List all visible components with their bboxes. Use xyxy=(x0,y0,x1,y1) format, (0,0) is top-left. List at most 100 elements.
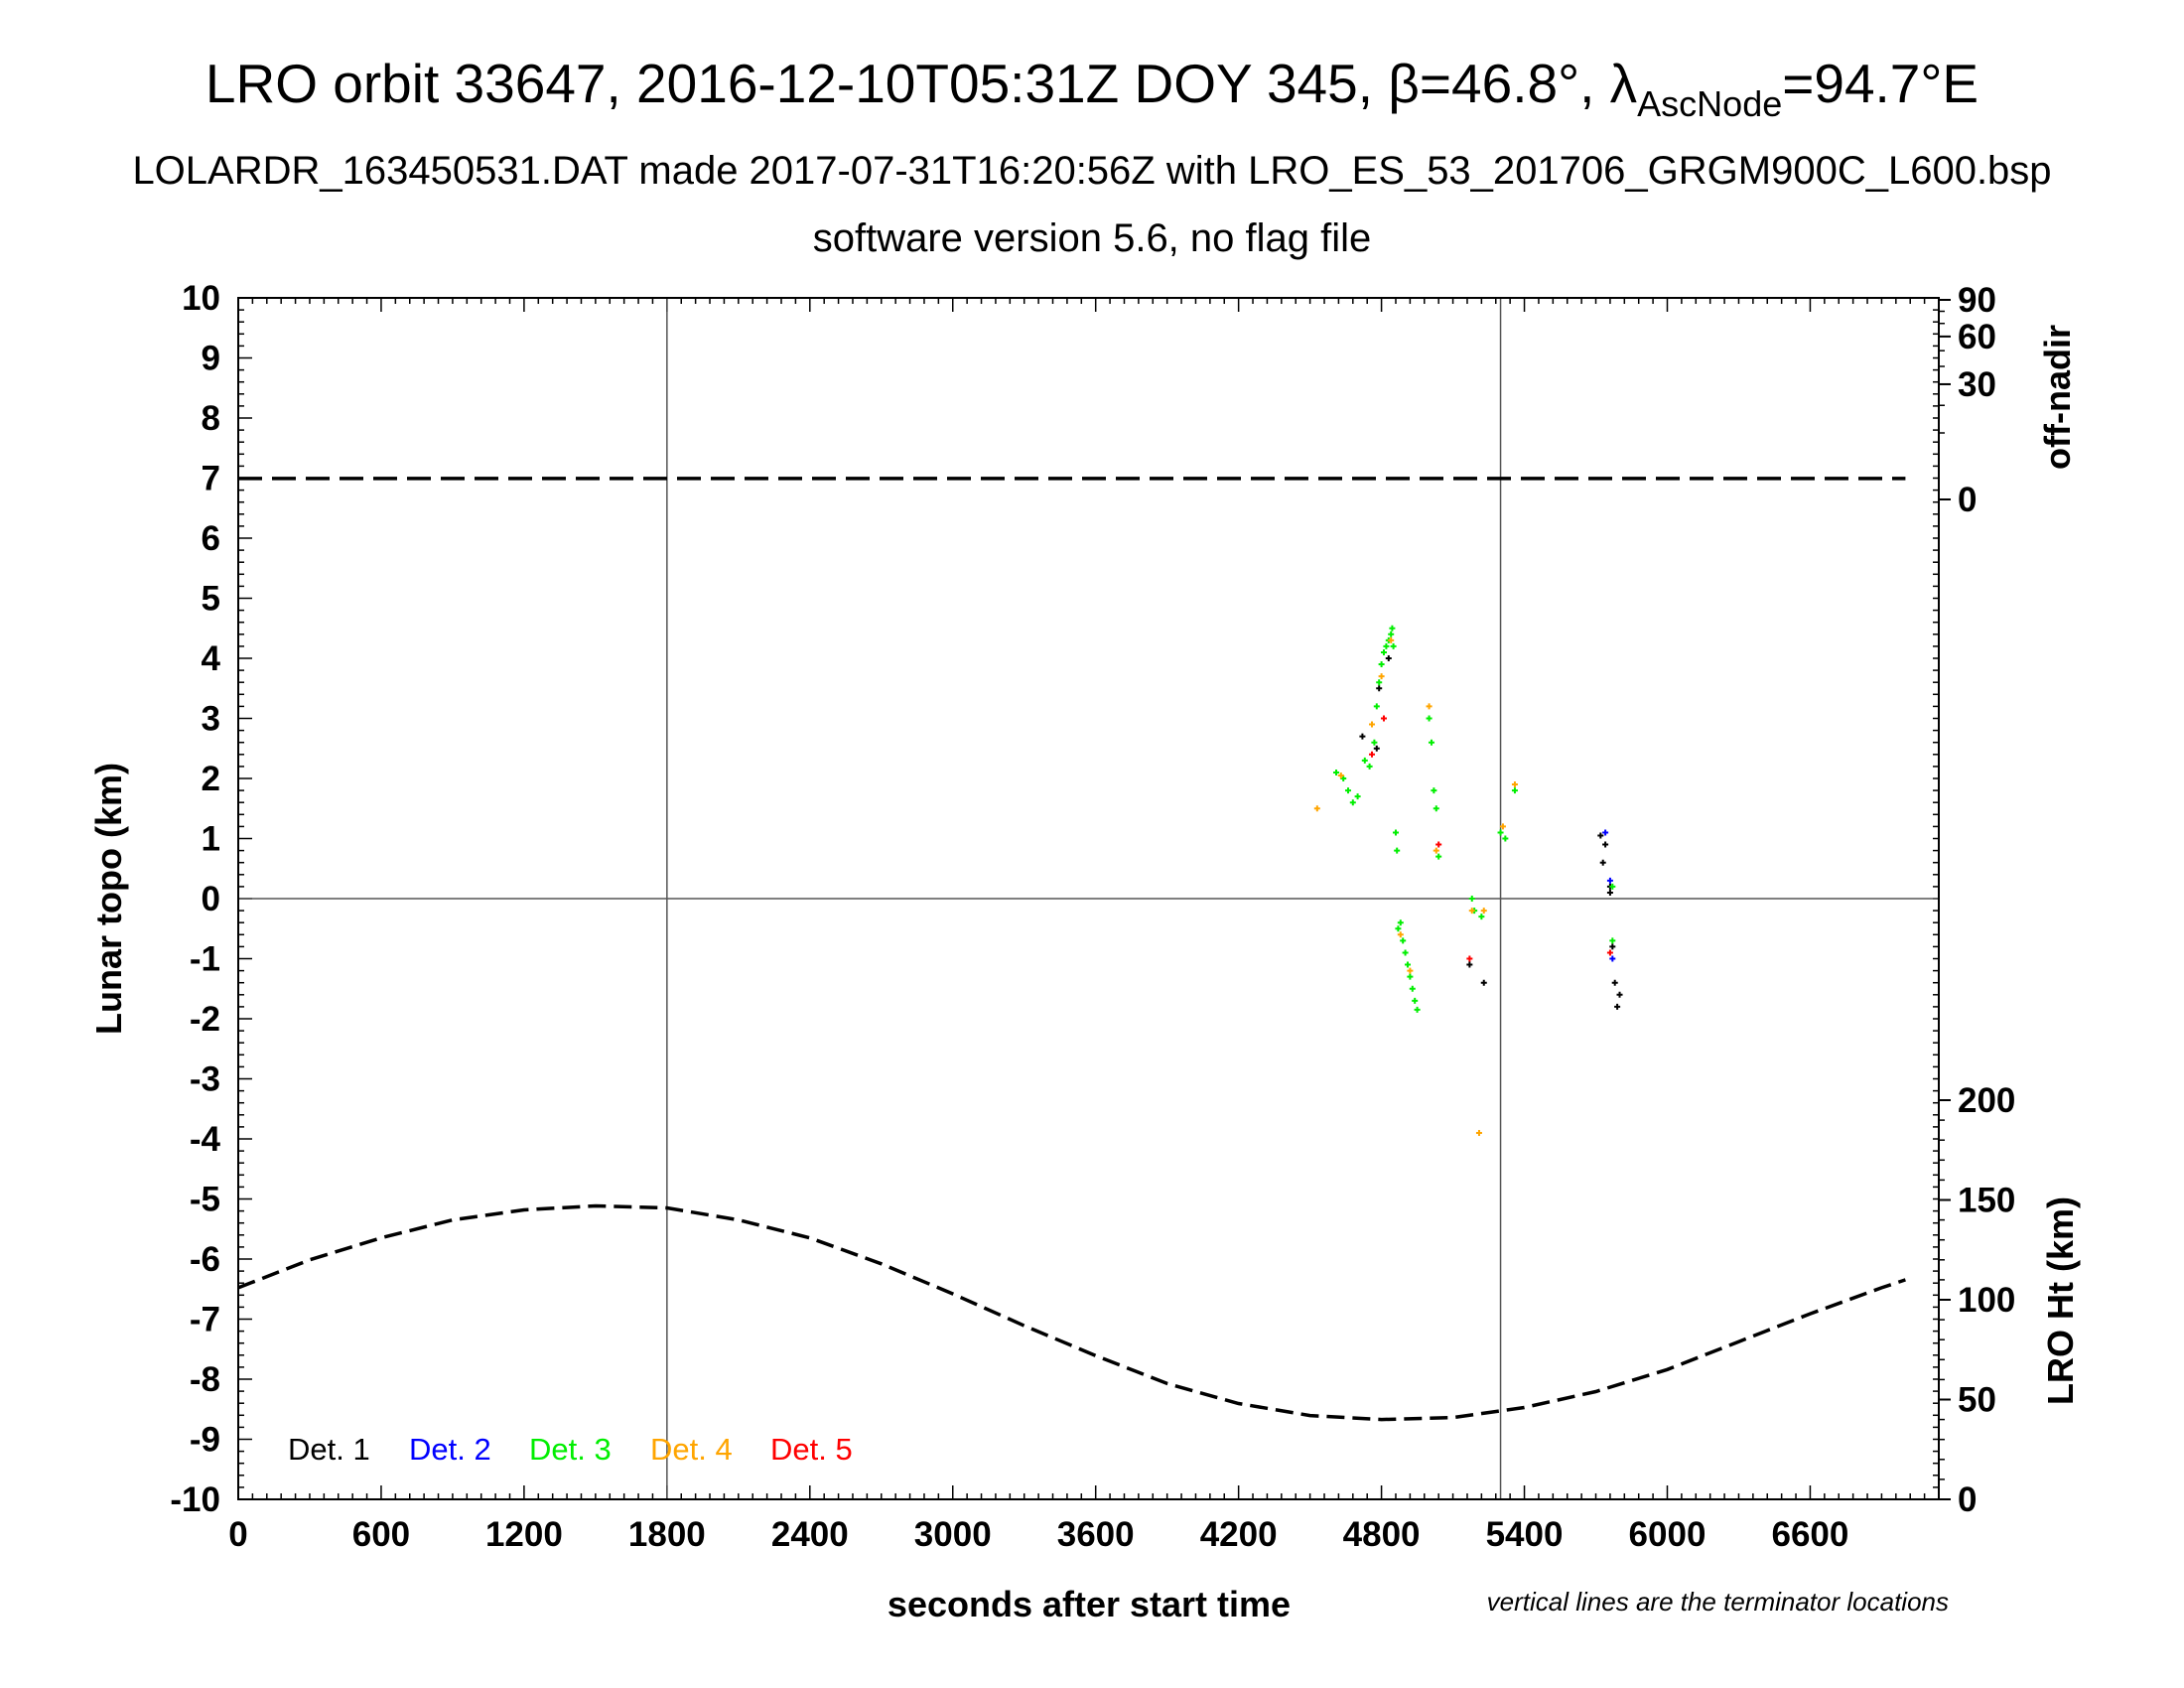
y-tick-label: 1 xyxy=(202,820,220,859)
data-point xyxy=(1606,877,1613,884)
data-point xyxy=(1480,908,1487,914)
reference-lines xyxy=(238,298,1939,1499)
data-point xyxy=(1414,1006,1421,1013)
data-point xyxy=(1407,973,1414,980)
y-tick-label: 2 xyxy=(202,760,220,798)
data-point xyxy=(1345,787,1352,794)
data-point xyxy=(1609,955,1616,962)
legend-item: Det. 5 xyxy=(770,1432,853,1467)
data-point xyxy=(1609,883,1616,890)
legend: Det. 1 Det. 2 Det. 3 Det. 4 Det. 5 xyxy=(288,1432,853,1467)
data-point xyxy=(1468,896,1475,902)
data-point xyxy=(1381,715,1387,722)
data-point xyxy=(1428,739,1434,746)
data-point xyxy=(1599,859,1606,866)
offnadir-tick-label: 30 xyxy=(1958,365,1996,404)
chart-subtitle: LOLARDR_163450531.DAT made 2017-07-31T16… xyxy=(132,149,2052,193)
data-point xyxy=(1466,955,1473,962)
data-point xyxy=(1388,636,1395,643)
lro-height-curve xyxy=(237,1203,1906,1422)
data-point xyxy=(1389,625,1396,632)
data-point xyxy=(1390,642,1397,649)
data-point xyxy=(1606,889,1613,896)
y-tick-label: 6 xyxy=(202,519,220,558)
data-point xyxy=(1433,847,1439,854)
height-tick-label: 200 xyxy=(1958,1081,2015,1120)
data-point xyxy=(1373,745,1380,752)
data-point xyxy=(1602,841,1609,848)
data-point xyxy=(1480,979,1487,986)
x-tick-labels: 0 600 1200 1800 2400 3000 3600 4200 4800 5400 6000… xyxy=(228,1515,1848,1554)
data-point xyxy=(1433,805,1439,812)
x-tick-label: 0 xyxy=(228,1515,247,1554)
data-point xyxy=(1397,919,1404,926)
data-point xyxy=(1340,775,1347,781)
data-point xyxy=(1337,772,1344,778)
x-tick-label: 2400 xyxy=(771,1515,849,1554)
data-point xyxy=(1426,715,1433,722)
height-tick-label: 50 xyxy=(1958,1381,1996,1420)
plot-frame xyxy=(237,297,1940,1500)
y-tick-label: 10 xyxy=(182,279,220,318)
height-tick-label: 100 xyxy=(1958,1281,2015,1320)
data-point xyxy=(1502,835,1509,842)
offnadir-tick-label: 60 xyxy=(1958,318,1996,356)
data-point xyxy=(1609,937,1616,944)
data-point xyxy=(1468,908,1475,914)
offnadir-axis-label: off-nadir xyxy=(2037,325,2078,470)
chart-title: LRO orbit 33647, 2016-12-10T05:31Z DOY 3… xyxy=(205,53,1979,124)
y-tick-label: -5 xyxy=(190,1181,220,1219)
data-point xyxy=(1383,642,1390,649)
data-point xyxy=(1388,631,1395,637)
data-point xyxy=(1611,979,1618,986)
data-point xyxy=(1313,805,1320,812)
data-point xyxy=(1609,943,1616,950)
data-point xyxy=(1426,703,1433,710)
data-point xyxy=(1378,661,1385,668)
height-axis-label: LRO Ht (km) xyxy=(2040,1196,2081,1405)
data-point xyxy=(1373,703,1380,710)
y-tick-label: 7 xyxy=(202,460,220,498)
height-tick-label: 150 xyxy=(1958,1182,2015,1220)
x-tick-label: 1800 xyxy=(628,1515,706,1554)
y-tick-label: -2 xyxy=(190,1000,220,1039)
terminator-note: vertical lines are the terminator locati… xyxy=(1487,1587,1949,1617)
data-point xyxy=(1511,781,1518,788)
y-tick-label: -4 xyxy=(190,1120,221,1159)
data-point xyxy=(1354,793,1361,800)
data-point xyxy=(1333,769,1340,775)
data-point xyxy=(1369,751,1375,758)
data-point xyxy=(1381,648,1387,655)
legend-item: Det. 3 xyxy=(529,1432,612,1467)
data-point xyxy=(1392,829,1399,836)
data-point xyxy=(1361,757,1368,764)
x-tick-label: 1200 xyxy=(485,1515,563,1554)
chart-subtitle-2: software version 5.6, no flag file xyxy=(812,216,1372,260)
data-point xyxy=(1412,997,1419,1004)
data-point xyxy=(1597,832,1604,839)
data-point xyxy=(1378,673,1385,680)
data-point xyxy=(1394,847,1401,854)
y-tick-label: 9 xyxy=(202,340,220,378)
y-tick-label: 8 xyxy=(202,399,220,438)
x-tick-label: 3600 xyxy=(1057,1515,1135,1554)
data-point xyxy=(1606,949,1613,956)
data-point xyxy=(1466,961,1473,968)
x-tick-label: 600 xyxy=(352,1515,410,1554)
y-tick-label: -9 xyxy=(190,1421,220,1460)
y-tick-label: 4 xyxy=(202,639,221,678)
x-tick-label: 4200 xyxy=(1200,1515,1278,1554)
data-point xyxy=(1407,967,1414,974)
data-points xyxy=(1313,625,1623,1136)
offnadir-tick-label: 90 xyxy=(1958,281,1996,320)
y-tick-label: -6 xyxy=(190,1240,220,1279)
x-tick-label: 6000 xyxy=(1629,1515,1706,1554)
y-tick-label: -1 xyxy=(190,940,220,979)
x-tick-label: 5400 xyxy=(1486,1515,1564,1554)
legend-item: Det. 4 xyxy=(650,1432,733,1467)
x-tick-label: 4800 xyxy=(1343,1515,1421,1554)
data-point xyxy=(1511,787,1518,794)
data-point xyxy=(1497,829,1504,836)
